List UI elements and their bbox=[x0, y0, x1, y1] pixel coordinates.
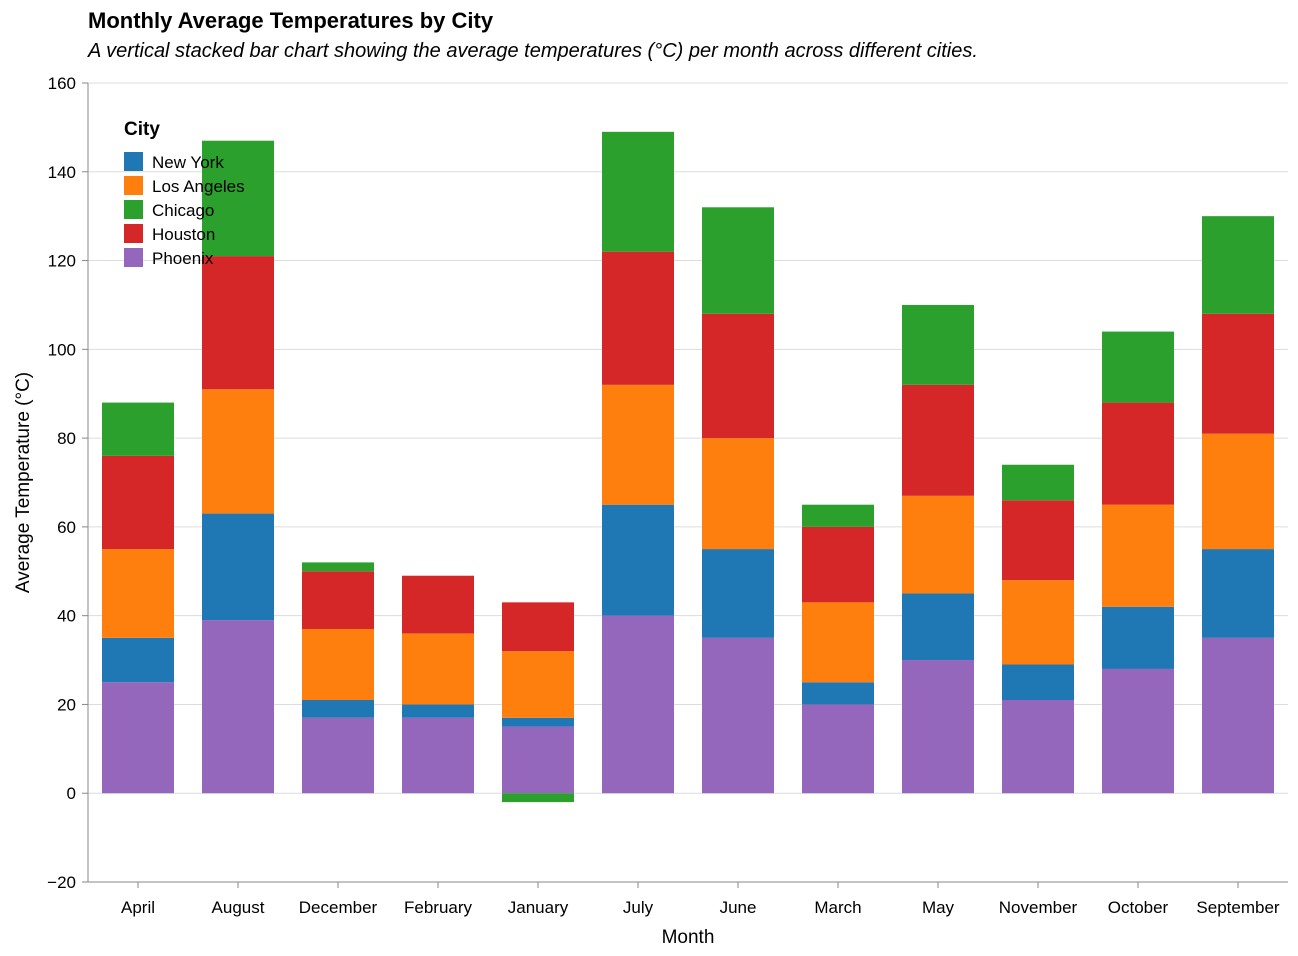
y-tick-label: 100 bbox=[48, 340, 76, 359]
legend-label: Phoenix bbox=[152, 249, 214, 268]
bar-segment bbox=[402, 633, 474, 705]
chart-subtitle: A vertical stacked bar chart showing the… bbox=[88, 40, 978, 62]
bar-segment bbox=[1002, 580, 1074, 665]
bar-segment bbox=[102, 549, 174, 638]
legend-swatch bbox=[124, 248, 143, 267]
bar-segment bbox=[502, 726, 574, 794]
bar-segment bbox=[502, 717, 574, 727]
bar-segment bbox=[702, 438, 774, 550]
legend-label: Los Angeles bbox=[152, 177, 245, 196]
legend-label: Chicago bbox=[152, 201, 214, 220]
legend-label: New York bbox=[152, 153, 224, 172]
bar-segment bbox=[1202, 637, 1274, 794]
bar-segment bbox=[502, 651, 574, 718]
bar-segment bbox=[502, 602, 574, 652]
bar-segment bbox=[1102, 606, 1174, 669]
y-tick-label: 40 bbox=[57, 607, 76, 626]
bar-segment bbox=[902, 384, 974, 496]
legend-title: City bbox=[124, 119, 160, 140]
bar-segment bbox=[802, 682, 874, 705]
legend-swatch bbox=[124, 152, 143, 171]
bar-segment bbox=[202, 140, 274, 257]
y-tick-label: 20 bbox=[57, 695, 76, 714]
bar-segment bbox=[802, 526, 874, 603]
bar-segment bbox=[1002, 700, 1074, 794]
bar-segment bbox=[802, 504, 874, 527]
bar-segment bbox=[302, 628, 374, 701]
x-tick-label: August bbox=[212, 898, 265, 917]
bar-segment bbox=[702, 207, 774, 314]
bar-segment bbox=[902, 495, 974, 594]
bar-segment bbox=[402, 575, 474, 634]
bar-segment bbox=[902, 660, 974, 794]
x-tick-label: December bbox=[299, 898, 378, 917]
x-tick-label: July bbox=[623, 898, 654, 917]
bar-segment bbox=[602, 504, 674, 616]
bar-segment bbox=[1002, 664, 1074, 701]
bar-segment bbox=[902, 593, 974, 661]
x-tick-label: October bbox=[1108, 898, 1169, 917]
bar-segment bbox=[102, 402, 174, 456]
x-axis-title: Month bbox=[662, 927, 715, 948]
bar-segment bbox=[1002, 464, 1074, 501]
y-tick-label: 160 bbox=[48, 74, 76, 93]
bar-segment bbox=[702, 549, 774, 638]
bar-segment bbox=[402, 717, 474, 794]
bar-segment bbox=[602, 384, 674, 505]
bar-segment bbox=[302, 717, 374, 794]
bar-segment bbox=[202, 256, 274, 390]
bar-segment bbox=[202, 620, 274, 794]
bar-segment bbox=[202, 389, 274, 514]
bar-segment bbox=[902, 304, 974, 385]
x-tick-label: May bbox=[922, 898, 955, 917]
bar-segment bbox=[702, 313, 774, 439]
x-tick-label: February bbox=[404, 898, 473, 917]
bar-segment bbox=[1102, 331, 1174, 403]
bar-segment bbox=[1202, 549, 1274, 638]
bar-segment bbox=[1102, 504, 1174, 607]
y-tick-label: 60 bbox=[57, 518, 76, 537]
y-tick-label: 0 bbox=[67, 784, 76, 803]
bar-segment bbox=[102, 682, 174, 794]
bar-segment bbox=[602, 131, 674, 252]
bar-segment bbox=[302, 562, 374, 572]
bar-segment bbox=[402, 704, 474, 718]
y-tick-label: 140 bbox=[48, 163, 76, 182]
bar-segment bbox=[102, 455, 174, 550]
legend-swatch bbox=[124, 224, 143, 243]
bar-segment bbox=[1102, 402, 1174, 505]
bar-segment bbox=[1202, 313, 1274, 434]
bar-segment bbox=[1102, 668, 1174, 794]
bar-segment bbox=[502, 793, 574, 803]
bar-segment bbox=[302, 571, 374, 629]
x-tick-label: November bbox=[999, 898, 1078, 917]
bar-segment bbox=[802, 704, 874, 794]
x-tick-label: March bbox=[814, 898, 861, 917]
bar-segment bbox=[102, 637, 174, 683]
bar-segment bbox=[1202, 433, 1274, 550]
y-tick-label: 120 bbox=[48, 252, 76, 271]
bar-segment bbox=[1202, 216, 1274, 314]
bar-segment bbox=[602, 251, 674, 385]
bar-segment bbox=[602, 615, 674, 794]
x-tick-label: April bbox=[121, 898, 155, 917]
y-axis-title: Average Temperature (°C) bbox=[13, 372, 34, 593]
bar-segment bbox=[702, 637, 774, 794]
legend-swatch bbox=[124, 200, 143, 219]
bar-segment bbox=[802, 602, 874, 683]
chart-title: Monthly Average Temperatures by City bbox=[88, 8, 494, 33]
legend-swatch bbox=[124, 176, 143, 195]
bar-segment bbox=[202, 513, 274, 621]
x-tick-label: September bbox=[1196, 898, 1279, 917]
y-tick-label: 80 bbox=[57, 429, 76, 448]
y-tick-label: −20 bbox=[47, 873, 76, 892]
x-tick-label: June bbox=[720, 898, 757, 917]
legend-label: Houston bbox=[152, 225, 215, 244]
bar-segment bbox=[302, 700, 374, 718]
bar-segment bbox=[1002, 500, 1074, 581]
x-tick-label: January bbox=[508, 898, 569, 917]
